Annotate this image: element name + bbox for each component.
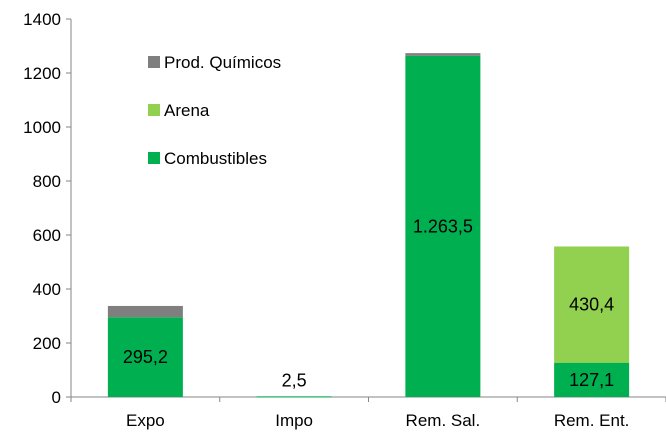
legend-swatch xyxy=(148,56,160,68)
legend-label: Prod. Químicos xyxy=(164,53,281,72)
x-tick-label: Expo xyxy=(126,411,165,430)
y-tick-label: 200 xyxy=(33,334,61,353)
y-tick-label: 800 xyxy=(33,172,61,191)
bar-segment xyxy=(107,305,183,318)
y-tick-label: 1000 xyxy=(23,118,61,137)
bar-segment xyxy=(554,362,630,397)
bar-segment xyxy=(107,317,183,397)
legend-swatch xyxy=(148,152,160,164)
y-tick-label: 400 xyxy=(33,280,61,299)
y-tick-label: 1400 xyxy=(23,10,61,29)
x-tick-label: Rem. Sal. xyxy=(406,411,481,430)
bar-segment xyxy=(405,55,481,397)
y-tick-label: 0 xyxy=(52,388,61,407)
bar-segment xyxy=(405,53,481,56)
data-labels: 295,2 2,5 1.263,5 127,1 430,4 xyxy=(123,216,614,390)
legend-label: Combustibles xyxy=(164,149,267,168)
legend-swatch xyxy=(148,104,160,116)
legend: Prod. Químicos Arena Combustibles xyxy=(148,53,281,168)
y-tick-label: 1200 xyxy=(23,64,61,83)
data-label: 430,4 xyxy=(569,295,614,315)
data-label: 2,5 xyxy=(282,370,307,390)
bars xyxy=(107,53,630,398)
legend-label: Arena xyxy=(164,101,210,120)
bar-segment xyxy=(256,396,332,398)
x-tick-label: Impo xyxy=(275,411,313,430)
y-tick-label: 600 xyxy=(33,226,61,245)
data-label: 295,2 xyxy=(123,347,168,367)
data-label: 127,1 xyxy=(569,370,614,390)
data-label: 1.263,5 xyxy=(413,216,473,236)
x-tick-label: Rem. Ent. xyxy=(554,411,630,430)
bar-segment xyxy=(554,246,630,363)
